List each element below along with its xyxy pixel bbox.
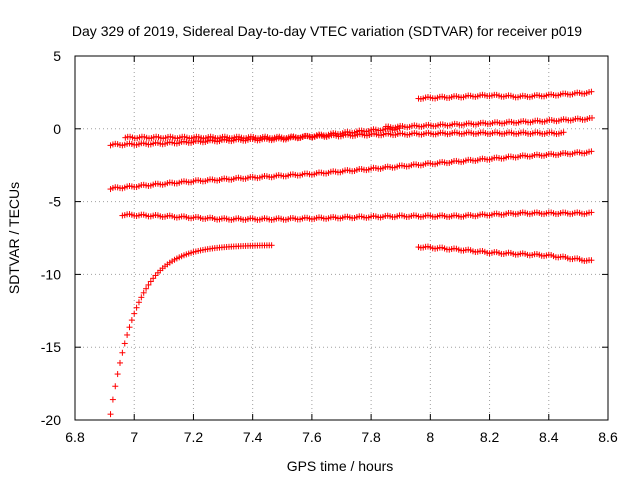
x-tick-label: 6.8 (65, 429, 85, 445)
x-tick-label: 7 (130, 429, 138, 445)
series-arc-8 (415, 243, 595, 264)
y-tick-label: -20 (41, 412, 61, 428)
series-arc-7 (415, 88, 595, 103)
x-tick-label: 7.8 (361, 429, 381, 445)
series-arc-4 (107, 125, 403, 149)
y-tick-label: -10 (41, 266, 61, 282)
series-arc-6 (382, 114, 596, 131)
data-series-group (107, 88, 596, 418)
x-tick-label: 8.2 (480, 429, 500, 445)
x-axis-label: GPS time / hours (287, 458, 394, 474)
axis-ticks: 6.8 7 7.2 7.4 7.6 7.8 8 8.2 8.4 8.6 5 0 -5 -10 -15 -20 (41, 48, 618, 445)
y-tick-label: -15 (41, 339, 61, 355)
x-tick-label: 7.6 (302, 429, 322, 445)
chart-title: Day 329 of 2019, Sidereal Day-to-day VTE… (72, 23, 582, 39)
y-tick-label: 5 (53, 48, 61, 64)
series-arc-3 (107, 148, 595, 193)
y-tick-label: -5 (49, 194, 62, 210)
y-axis-label: SDTVAR / TECUs (6, 182, 22, 294)
series-arc-2 (119, 209, 595, 223)
x-tick-label: 8.4 (539, 429, 559, 445)
series-arc-1 (107, 242, 275, 418)
plot-border (74, 55, 609, 421)
series-arc-5 (122, 129, 567, 142)
x-tick-label: 7.4 (243, 429, 263, 445)
grid-lines (75, 56, 608, 420)
x-tick-label: 8.6 (598, 429, 618, 445)
x-tick-label: 7.2 (184, 429, 204, 445)
x-tick-label: 8 (426, 429, 434, 445)
y-tick-label: 0 (53, 121, 61, 137)
